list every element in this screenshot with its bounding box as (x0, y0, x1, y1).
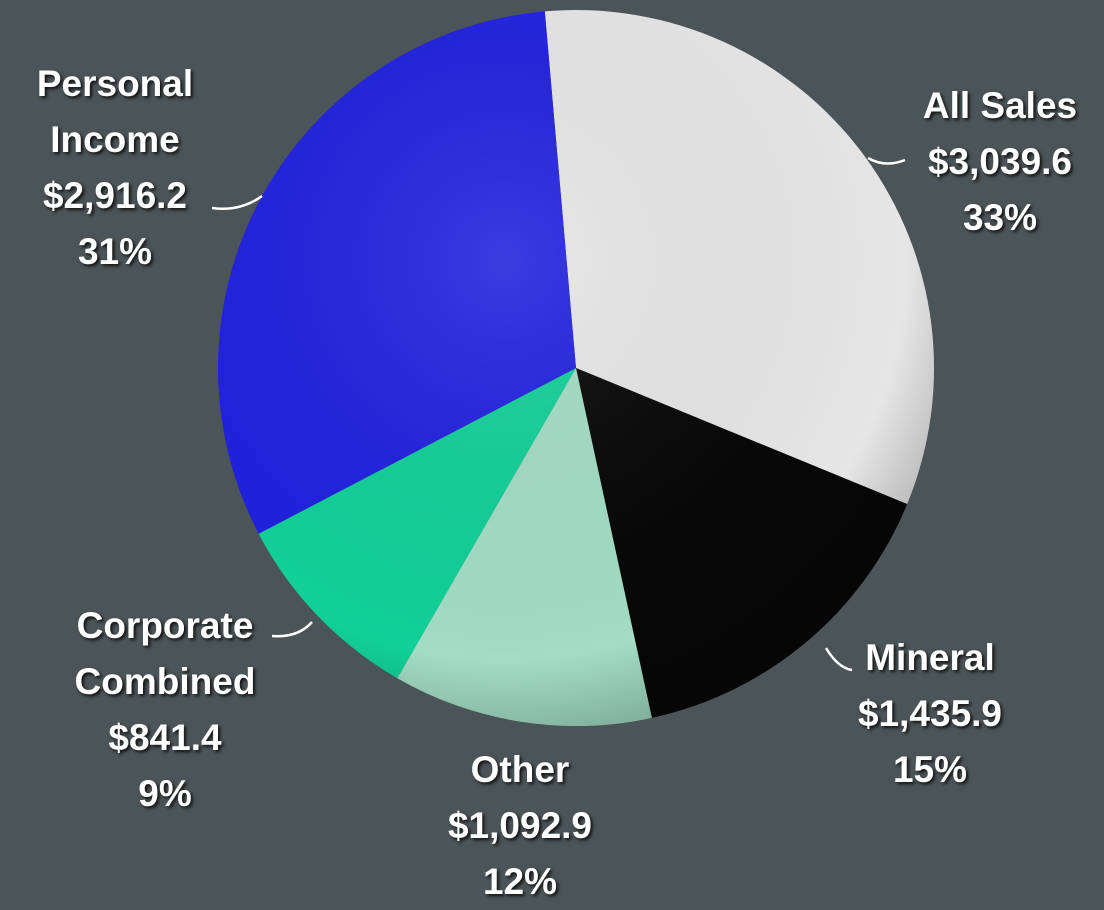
pie (218, 9, 935, 726)
leader-line (271, 621, 313, 638)
value-label: $841.4 (108, 717, 222, 758)
value-label: $2,916.2 (42, 175, 188, 216)
category-label: All Sales (922, 85, 1078, 126)
percent-label: 15% (892, 749, 968, 790)
slice-label: Personal Income $2,916.2 31% (10, 56, 220, 280)
leader-line (867, 156, 906, 165)
percent-label: 31% (77, 231, 153, 272)
leader-line (824, 647, 853, 672)
value-label: $1,092.9 (447, 805, 593, 846)
slice-label: Corporate Combined $841.4 9% (30, 598, 300, 822)
value-label: $3,039.6 (927, 141, 1073, 182)
slice-label: Other $1,092.9 12% (410, 742, 630, 910)
category-label: Corporate Combined (74, 605, 256, 702)
slice-label: All Sales $3,039.6 33% (900, 78, 1100, 246)
slice-label: Mineral $1,435.9 15% (830, 630, 1030, 798)
percent-label: 33% (962, 197, 1038, 238)
leader-line (211, 194, 263, 210)
category-label: Other (470, 749, 570, 790)
percent-label: 12% (482, 861, 558, 902)
category-label: Personal Income (36, 63, 194, 160)
value-label: $1,435.9 (857, 693, 1003, 734)
percent-label: 9% (138, 773, 192, 814)
category-label: Mineral (865, 637, 995, 678)
